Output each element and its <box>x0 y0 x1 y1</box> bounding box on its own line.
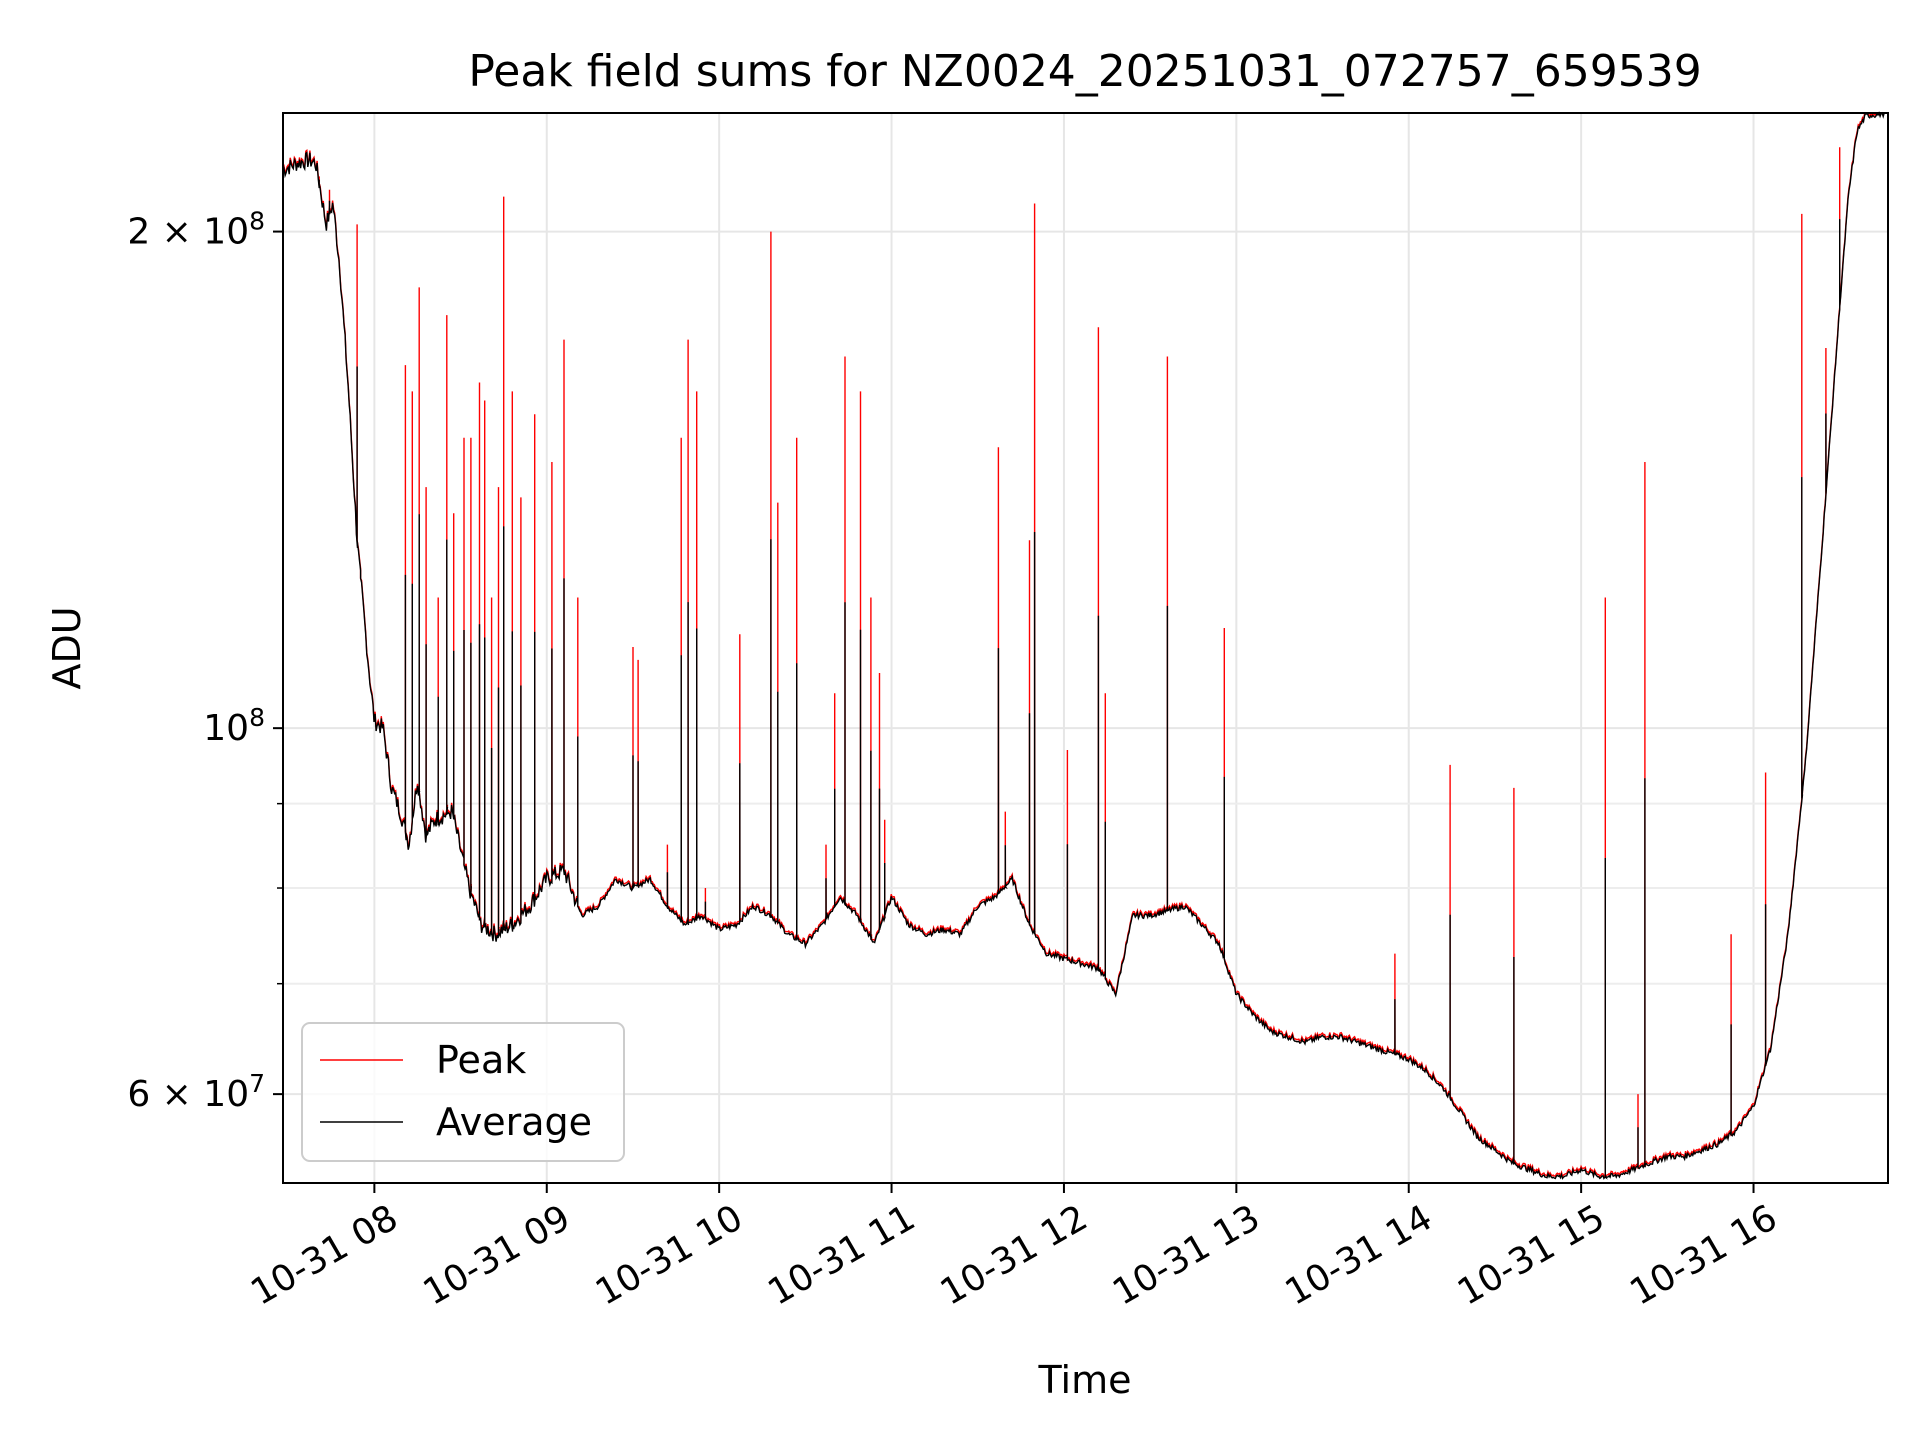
average-line <box>282 111 1888 1180</box>
grid <box>283 113 1888 1183</box>
x-axis-label: Time <box>1038 1358 1132 1402</box>
legend-average-label: Average <box>436 1100 592 1144</box>
y-tick-label: 2 × 108 <box>127 207 265 253</box>
plot-area <box>282 111 1888 1180</box>
y-tick-label: 108 <box>203 703 265 749</box>
average-series <box>282 111 1888 1180</box>
y-axis-label: ADU <box>45 606 89 689</box>
axes-frame <box>282 112 1889 1184</box>
y-tick-label: 6 × 107 <box>127 1069 265 1115</box>
chart-title: Peak field sums for NZ0024_20251031_0727… <box>468 46 1701 97</box>
legend-peak-label: Peak <box>436 1038 526 1082</box>
legend: Peak Average <box>301 1022 625 1162</box>
y-axis-ticks: 6 × 107 108 2 × 108 <box>127 207 283 1115</box>
legend-box <box>301 1022 625 1162</box>
